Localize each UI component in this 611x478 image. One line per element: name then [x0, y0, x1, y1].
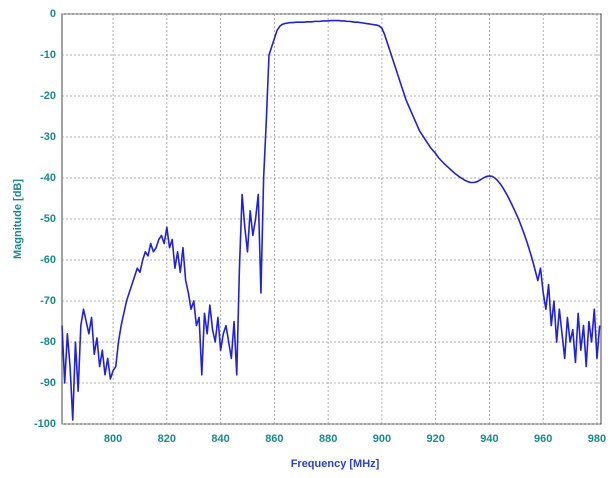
- x-tick-label: 980: [588, 433, 606, 445]
- x-tick-label: 860: [265, 433, 283, 445]
- x-tick-label: 920: [426, 433, 444, 445]
- y-tick-label: -90: [40, 377, 56, 389]
- x-tick-label: 880: [319, 433, 337, 445]
- y-tick-label: -100: [34, 418, 56, 430]
- y-tick-label: -20: [40, 90, 56, 102]
- response-line: [61, 19, 601, 421]
- y-tick-label: -80: [40, 336, 56, 348]
- x-tick-label: 840: [211, 433, 229, 445]
- x-tick-label: 900: [373, 433, 391, 445]
- y-tick-label: -40: [40, 172, 56, 184]
- x-tick-label: 800: [104, 433, 122, 445]
- y-axis-label: Magnitude [dB]: [12, 179, 24, 259]
- y-tick-label: -70: [40, 295, 56, 307]
- x-tick-label: 940: [480, 433, 498, 445]
- y-tick-label: 0: [50, 8, 56, 20]
- x-tick-label: 820: [158, 433, 176, 445]
- y-tick-label: -10: [40, 49, 56, 61]
- x-axis-label: Frequency [MHz]: [291, 458, 380, 470]
- y-tick-label: -50: [40, 213, 56, 225]
- y-tick-label: -30: [40, 131, 56, 143]
- y-tick-label: -60: [40, 254, 56, 266]
- x-tick-label: 960: [534, 433, 552, 445]
